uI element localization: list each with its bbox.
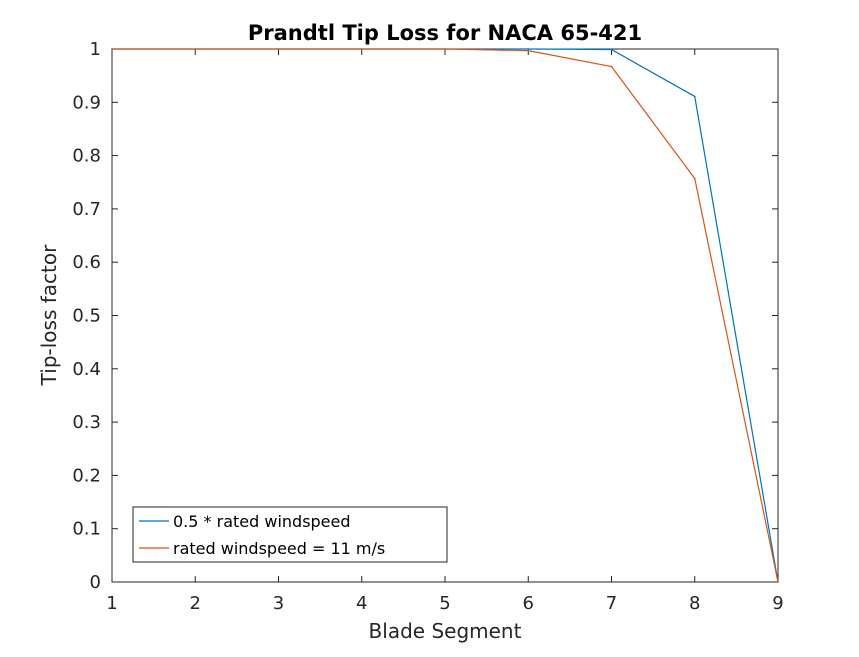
y-tick-label: 1 bbox=[90, 39, 101, 60]
y-tick-label: 0.9 bbox=[72, 92, 101, 113]
y-tick-label: 0.3 bbox=[72, 412, 101, 433]
y-tick-label: 0.6 bbox=[72, 252, 101, 273]
chart-title: Prandtl Tip Loss for NACA 65-421 bbox=[248, 21, 642, 45]
x-tick-label: 3 bbox=[273, 593, 284, 614]
series-1-point bbox=[777, 581, 779, 583]
plot-area: 1 2 3 4 5 6 7 8 9 0 0.1 0.2 0.3 0.4 0.5 0.6 0.7 0.8 0.9 1 bbox=[72, 39, 783, 614]
axes-box bbox=[111, 48, 779, 583]
x-tick-label: 4 bbox=[356, 593, 367, 614]
y-tick-label: 0.4 bbox=[72, 359, 101, 380]
series-1-point bbox=[610, 65, 613, 68]
y-tick-label: 0.8 bbox=[72, 146, 101, 167]
y-tick-label: 0.7 bbox=[72, 199, 101, 220]
y-tick-label: 0 bbox=[90, 572, 101, 593]
legend-box bbox=[132, 506, 448, 563]
legend-label-half-rated: 0.5 * rated windspeed bbox=[173, 512, 351, 531]
series-1-point bbox=[277, 48, 280, 50]
y-tick-label: 0.2 bbox=[72, 465, 101, 486]
x-axis: 1 2 3 4 5 6 7 8 9 bbox=[106, 49, 784, 614]
x-tick-label: 8 bbox=[689, 593, 700, 614]
legend: 0.5 * rated windspeed rated windspeed = … bbox=[132, 506, 448, 563]
series-0-point bbox=[610, 48, 613, 51]
y-tick-label: 0.5 bbox=[72, 306, 101, 327]
x-tick-label: 5 bbox=[439, 593, 450, 614]
series-layer bbox=[111, 48, 779, 583]
y-tick-label: 0.1 bbox=[72, 519, 101, 540]
x-tick-label: 9 bbox=[772, 593, 783, 614]
series-1-point bbox=[693, 177, 696, 180]
legend-label-rated: rated windspeed = 11 m/s bbox=[173, 539, 385, 558]
series-0-point bbox=[527, 48, 530, 50]
x-tick-label: 6 bbox=[523, 593, 534, 614]
series-0-point bbox=[693, 95, 696, 98]
series-1-point bbox=[111, 48, 113, 50]
series-1-point bbox=[444, 48, 446, 50]
series-1-point bbox=[194, 48, 197, 50]
y-axis: 0 0.1 0.2 0.3 0.4 0.5 0.6 0.7 0.8 0.9 1 bbox=[72, 39, 778, 593]
x-tick-label: 7 bbox=[606, 593, 617, 614]
series-1-point bbox=[360, 48, 363, 50]
x-axis-label: Blade Segment bbox=[369, 619, 522, 643]
series-1-point bbox=[527, 49, 530, 52]
x-tick-label: 2 bbox=[190, 593, 201, 614]
y-axis-label: Tip-loss factor bbox=[37, 244, 61, 386]
x-tick-label: 1 bbox=[106, 593, 117, 614]
